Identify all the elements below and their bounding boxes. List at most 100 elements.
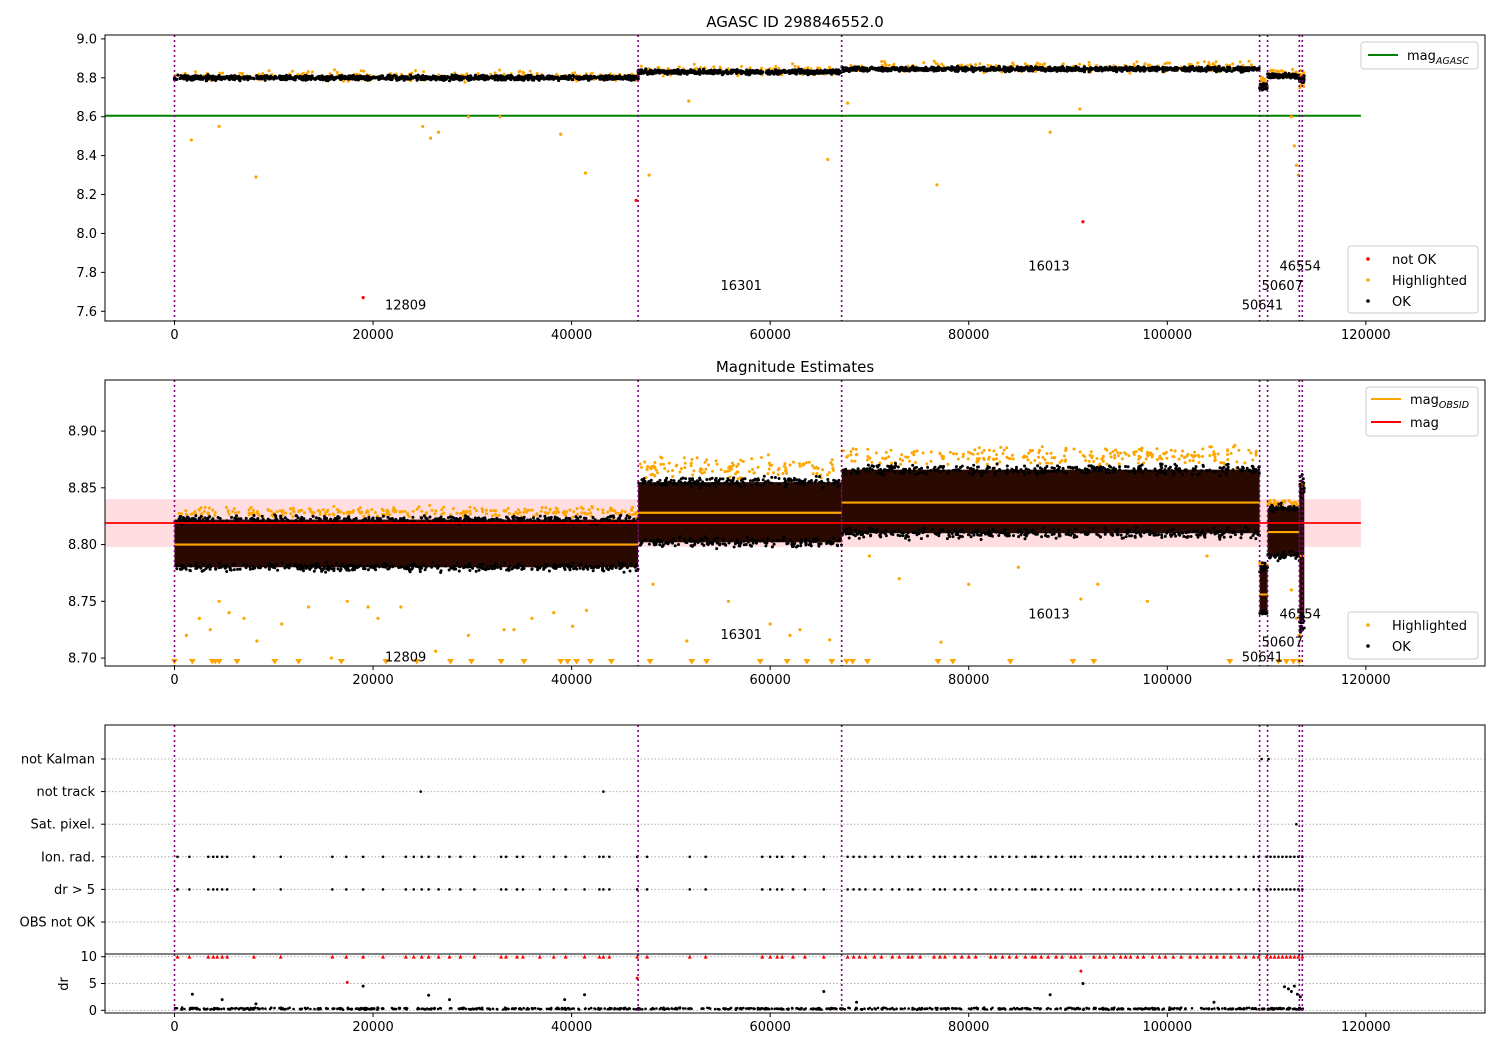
highlighted-point — [180, 512, 183, 516]
highlighted-point — [687, 99, 691, 103]
ok-point — [680, 70, 684, 74]
highlighted-point — [307, 507, 311, 511]
ok-point — [689, 481, 693, 485]
ok-point — [539, 564, 543, 568]
ok-point — [881, 69, 885, 73]
highlighted-point — [335, 508, 339, 511]
ok-point — [696, 539, 700, 543]
ok-point — [498, 76, 502, 80]
ok-point — [886, 67, 890, 71]
highlighted-point — [358, 506, 362, 510]
highlighted-point — [652, 473, 656, 477]
ok-point — [692, 480, 696, 484]
highlighted-point — [206, 511, 210, 515]
ok-point — [1243, 67, 1247, 71]
ok-point — [735, 538, 739, 542]
x-tick-label: 60000 — [750, 328, 791, 343]
highlighted-point — [1277, 69, 1281, 73]
highlighted-point — [629, 508, 633, 512]
highlighted-point — [492, 509, 496, 513]
ok-point — [184, 76, 188, 80]
ok-point — [272, 76, 276, 80]
ok-point — [326, 564, 330, 568]
ok-point — [495, 75, 499, 79]
ok-point — [673, 544, 677, 548]
agasc-upper-legend-box — [1360, 41, 1479, 70]
ok-point — [1090, 67, 1094, 71]
highlighted-point — [606, 510, 610, 514]
highlighted-point — [528, 69, 532, 73]
ok-point — [823, 68, 827, 72]
highlighted-point — [362, 69, 366, 73]
ok-point — [742, 543, 746, 547]
highlighted-point — [645, 467, 649, 471]
ok-point — [408, 73, 413, 77]
ok-point — [714, 485, 718, 489]
ok-point — [995, 67, 999, 71]
ok-point — [481, 562, 485, 566]
highlighted-point — [1132, 62, 1136, 66]
highlighted-point — [422, 70, 426, 74]
ok-point — [785, 70, 789, 74]
ok-point — [712, 540, 716, 543]
ok-point — [341, 562, 345, 566]
ok-point — [563, 568, 567, 571]
highlighted-point — [663, 467, 667, 470]
ok-point — [223, 566, 227, 570]
highlighted-point — [568, 508, 572, 512]
ok-point — [509, 77, 513, 82]
highlighted-point — [437, 73, 441, 77]
ok-point — [656, 69, 660, 73]
highlighted-point — [631, 505, 635, 509]
ok-point — [517, 74, 521, 78]
ok-point — [1275, 74, 1279, 78]
ok-point — [981, 66, 985, 70]
ok-point — [416, 565, 419, 569]
highlighted-point — [801, 462, 805, 466]
ok-point — [772, 542, 776, 546]
ok-point — [439, 77, 444, 81]
ok-point — [795, 478, 799, 482]
ok-point — [235, 514, 238, 518]
ok-point — [522, 78, 526, 82]
ok-point — [467, 75, 471, 79]
highlighted-point — [831, 466, 835, 470]
highlighted-point — [698, 469, 702, 473]
highlighted-point — [528, 508, 531, 512]
ok-point — [771, 539, 775, 542]
ok-point — [567, 563, 571, 567]
highlighted-point — [725, 469, 729, 473]
highlighted-point — [237, 510, 241, 514]
highlighted-point — [659, 455, 663, 459]
highlighted-point — [303, 511, 306, 515]
highlighted-point — [776, 473, 780, 477]
ok-point — [741, 477, 745, 481]
highlighted-point — [750, 457, 754, 461]
ok-point — [498, 518, 502, 522]
highlighted-point — [648, 465, 652, 469]
ok-point — [324, 570, 328, 574]
ok-point — [369, 565, 373, 569]
highlighted-point — [666, 469, 670, 473]
highlighted-point — [1263, 77, 1267, 81]
highlighted-point — [289, 512, 293, 516]
highlighted-point — [740, 64, 744, 68]
ok-point — [452, 565, 456, 569]
ok-point — [897, 69, 902, 73]
ok-point — [487, 518, 491, 522]
highlighted-point — [468, 505, 472, 509]
ok-point — [406, 518, 409, 522]
ok-point — [786, 478, 790, 482]
highlighted-point — [640, 465, 644, 469]
highlighted-point — [798, 464, 802, 468]
highlighted-point — [616, 511, 620, 515]
obsid-label: 16013 — [1028, 259, 1069, 274]
ok-point — [629, 562, 633, 566]
ok-point — [433, 77, 437, 81]
ok-point — [280, 561, 284, 565]
ok-point — [468, 565, 472, 569]
ok-point — [578, 515, 582, 519]
ok-point — [817, 544, 821, 548]
ok-point — [822, 481, 826, 485]
highlighted-point — [269, 509, 273, 513]
